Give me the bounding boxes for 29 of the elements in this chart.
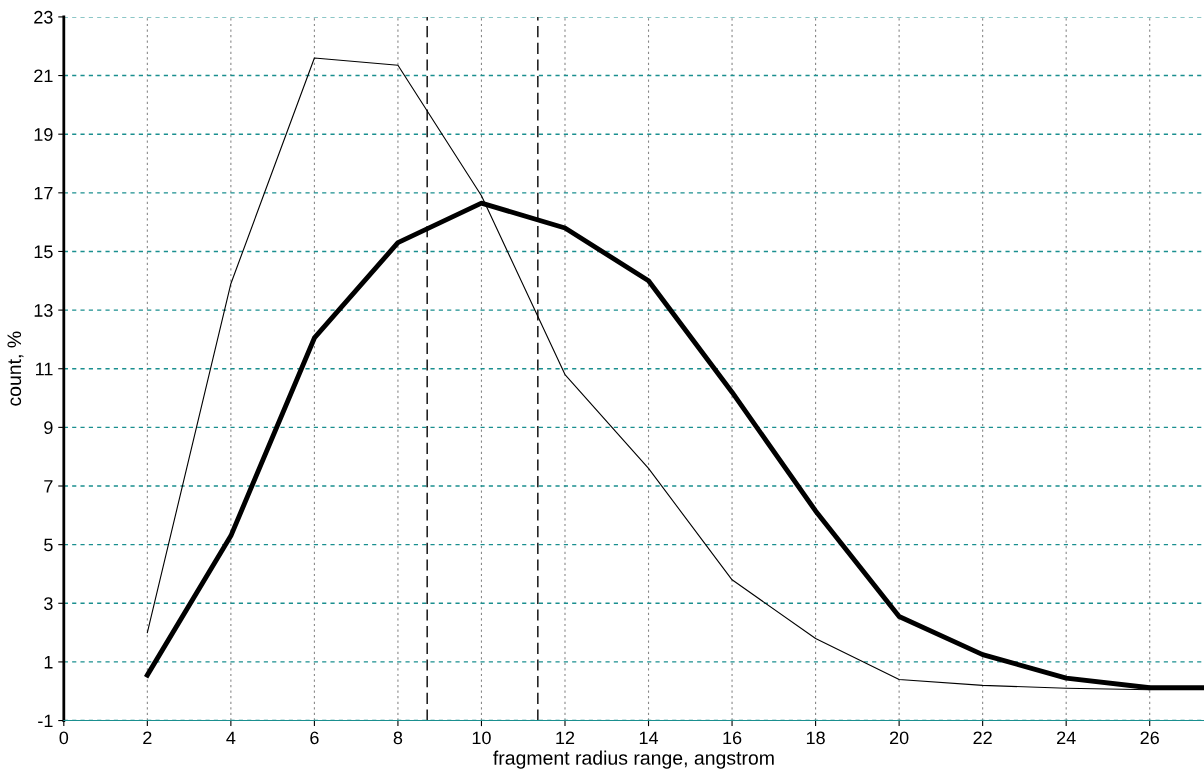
x-tick-label: 4 <box>226 731 236 745</box>
x-tick-label: 0 <box>59 731 69 745</box>
y-tick-label: 23 <box>34 10 53 24</box>
x-tick-label: 20 <box>889 731 909 745</box>
x-tick-label: 8 <box>393 731 403 745</box>
x-tick-label: 22 <box>973 731 992 745</box>
y-tick-label: 11 <box>36 362 53 376</box>
y-tick-label: 17 <box>34 186 53 200</box>
y-tick-label: 7 <box>44 480 53 493</box>
y-tick-label: 13 <box>34 304 53 317</box>
x-tick-label: 12 <box>556 731 575 745</box>
y-tick-label: 1 <box>44 656 53 669</box>
y-tick-label: 5 <box>44 538 53 552</box>
x-tick-label: 6 <box>310 731 319 745</box>
y-tick-label: 19 <box>34 128 53 141</box>
x-tick-label: 18 <box>806 731 825 745</box>
y-axis-title: count, % <box>7 331 24 406</box>
y-tick-label: 21 <box>34 69 53 83</box>
y-tick-label: 9 <box>44 421 53 435</box>
y-tick-label: 15 <box>34 245 53 259</box>
y-tick-label: 3 <box>44 597 53 610</box>
x-tick-label: 2 <box>143 731 152 745</box>
y-tick-label: -1 <box>38 714 53 728</box>
x-tick-label: 26 <box>1140 731 1159 745</box>
x-tick-label: 16 <box>723 731 742 745</box>
x-axis-title: fragment radius range, angstrom <box>493 750 774 769</box>
x-tick-label: 14 <box>639 731 659 745</box>
x-tick-label: 10 <box>472 731 491 745</box>
x-tick-label: 24 <box>1057 731 1076 745</box>
